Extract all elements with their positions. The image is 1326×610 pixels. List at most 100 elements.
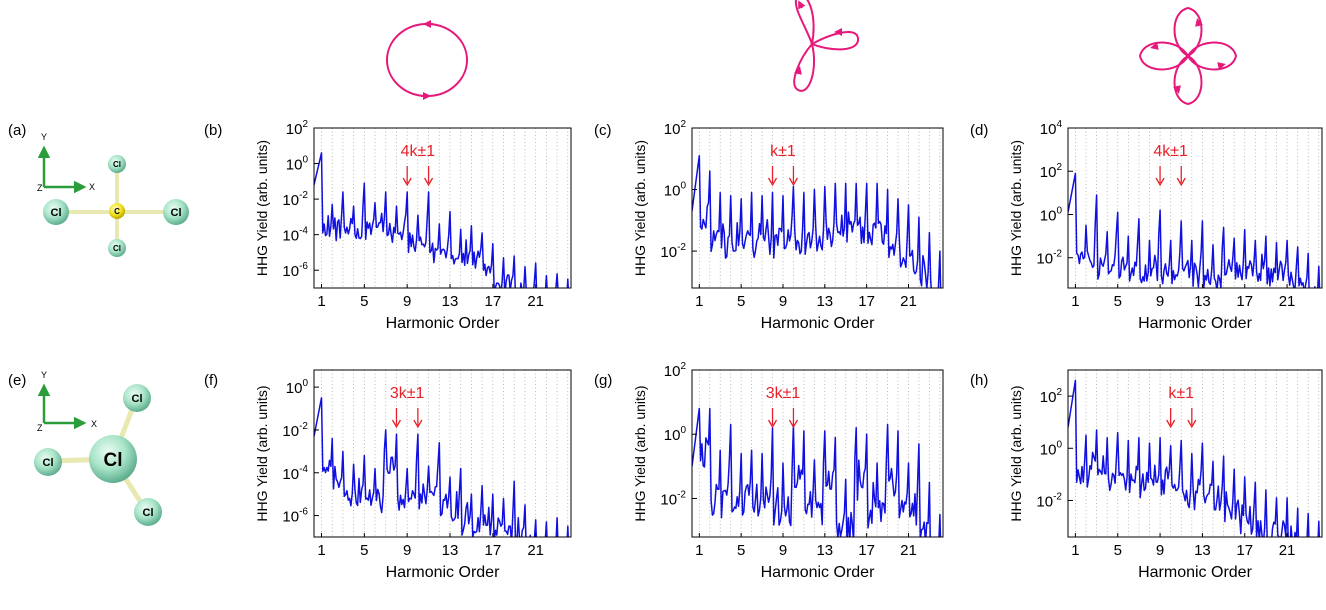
x-tick-label: 13 xyxy=(442,293,459,310)
x-tick-label: 9 xyxy=(779,293,787,310)
y-axis-label: HHG Yield (arb. units) xyxy=(254,140,270,276)
molecule-a: (a) Y Z X Cl Cl Cl Cl C xyxy=(8,122,189,257)
x-axis-label: Harmonic Order xyxy=(386,315,500,332)
y-tick-label: 10-2 xyxy=(1036,491,1062,510)
annotation-arrowhead xyxy=(402,177,412,187)
y-tick-label: 100 xyxy=(664,181,687,200)
x-axis-label: Harmonic Order xyxy=(761,564,875,581)
hhg-spectrum-line xyxy=(314,152,569,288)
x-tick-label: 13 xyxy=(1194,293,1211,310)
y-tick-label: 10-4 xyxy=(282,464,308,483)
y-tick-label: 102 xyxy=(664,361,687,380)
x-tick-label: 21 xyxy=(900,293,917,310)
svg-text:Cl: Cl xyxy=(132,393,143,405)
y-tick-label: 104 xyxy=(1040,119,1063,138)
plot-frame xyxy=(313,127,572,289)
charts: 1 5 9 13 17 21 102 100 10-2 10-4 10-6 Harmonic Orde… xyxy=(204,119,1323,581)
atom-cl-top xyxy=(123,384,151,412)
x-tick-label: 21 xyxy=(1279,542,1296,559)
x-axis-label: Harmonic Order xyxy=(386,564,500,581)
annotation-label: 3k±1 xyxy=(390,385,425,402)
x-tick-label: 1 xyxy=(1071,542,1079,559)
annotation-arrowhead xyxy=(1187,419,1197,429)
x-tick-label: 21 xyxy=(1279,293,1296,310)
x-tick-label: 5 xyxy=(360,293,368,310)
panel-label: (f) xyxy=(204,372,218,389)
atom-cl-left xyxy=(43,199,69,225)
x-axis-label: Harmonic Order xyxy=(761,315,875,332)
x-tick-label: 13 xyxy=(442,542,459,559)
x-tick-label: 17 xyxy=(858,293,875,310)
x-tick-label: 13 xyxy=(816,293,833,310)
y-tick-label: 10-2 xyxy=(282,190,308,209)
annotation-label: 4k±1 xyxy=(1153,143,1188,160)
x-tick-label: 21 xyxy=(527,542,544,559)
x-tick-label: 9 xyxy=(779,542,787,559)
panel-label: (d) xyxy=(970,122,988,139)
y-tick-label: 10-6 xyxy=(282,261,308,280)
panel-label: (b) xyxy=(204,122,222,139)
x-axis-label: Harmonic Order xyxy=(1138,315,1252,332)
y-tick-label: 10-2 xyxy=(282,421,308,440)
svg-text:Cl: Cl xyxy=(51,207,62,219)
annotation-label: k±1 xyxy=(770,143,796,160)
annotation-arrowhead xyxy=(424,177,434,187)
y-tick-label: 10-2 xyxy=(660,489,686,508)
plot-frame xyxy=(1067,369,1323,538)
atom-cl-center xyxy=(89,435,137,483)
atom-cl-bottom xyxy=(134,498,162,526)
hhg-spectrum-line xyxy=(692,407,942,537)
axis-y-label: Y xyxy=(41,370,47,380)
molecule-e: (e) Y Z X Cl Cl Cl Cl xyxy=(8,370,162,526)
x-tick-label: 1 xyxy=(317,542,325,559)
annotation-arrowhead xyxy=(767,177,778,187)
chart-panel-g: 1 5 9 13 17 21 102 100 10-2 Harmonic Order HHG Yie… xyxy=(594,361,944,581)
x-tick-label: 1 xyxy=(695,542,703,559)
panel-label: (c) xyxy=(594,122,612,139)
atom-cl-left xyxy=(34,448,62,476)
atom-cl-right xyxy=(163,199,189,225)
atom-cl-top xyxy=(108,155,126,173)
y-tick-label: 10-2 xyxy=(660,242,686,261)
x-tick-label: 1 xyxy=(695,293,703,310)
plot-frame xyxy=(313,369,572,538)
panel-label: (g) xyxy=(594,372,612,389)
annotation-arrowhead xyxy=(788,419,799,429)
annotation-arrowhead xyxy=(788,177,799,187)
annotation-arrowhead xyxy=(391,419,402,429)
axis-y-label: Y xyxy=(41,132,47,142)
circular-field-icon xyxy=(386,20,468,100)
axis-x-label: X xyxy=(89,182,95,192)
x-tick-label: 17 xyxy=(1236,542,1253,559)
y-tick-label: 100 xyxy=(286,155,309,174)
axis-z-label: Z xyxy=(37,183,43,193)
annotation-label: k±1 xyxy=(1168,385,1194,402)
x-tick-label: 9 xyxy=(1156,293,1164,310)
y-tick-label: 100 xyxy=(664,425,687,444)
x-tick-label: 17 xyxy=(484,542,501,559)
y-axis-label: HHG Yield (arb. units) xyxy=(632,385,648,521)
four-leaf-field-icon xyxy=(1138,6,1238,106)
chart-panel-c: 1 5 9 13 17 21 102 100 10-2 Harmonic Order HHG Yie… xyxy=(594,119,944,332)
annotation-arrowhead xyxy=(413,419,423,429)
y-tick-label: 102 xyxy=(1040,387,1063,406)
x-tick-label: 13 xyxy=(816,542,833,559)
atom-cl-bottom xyxy=(108,239,126,257)
x-axis-label: Harmonic Order xyxy=(1138,564,1252,581)
trefoil-field-icon xyxy=(793,0,859,92)
y-axis-label: HHG Yield (arb. units) xyxy=(632,140,648,276)
x-tick-label: 1 xyxy=(1071,293,1079,310)
hhg-spectrum-line xyxy=(1068,379,1321,537)
annotation-arrowhead xyxy=(1155,177,1165,187)
hhg-spectrum-line xyxy=(314,397,569,537)
panel-label: (e) xyxy=(8,372,26,389)
svg-text:Cl: Cl xyxy=(104,450,123,471)
y-axis-label: HHG Yield (arb. units) xyxy=(1008,140,1024,276)
hhg-spectrum-line xyxy=(1068,172,1321,288)
chart-panel-f: 1 5 9 13 17 21 100 10-2 10-4 10-6 Harmonic Order HH… xyxy=(204,369,572,581)
x-tick-label: 17 xyxy=(1236,293,1253,310)
y-tick-label: 10-2 xyxy=(1036,249,1062,268)
x-tick-label: 17 xyxy=(858,542,875,559)
plot-frame xyxy=(691,127,944,289)
panel-label: (a) xyxy=(8,122,26,139)
